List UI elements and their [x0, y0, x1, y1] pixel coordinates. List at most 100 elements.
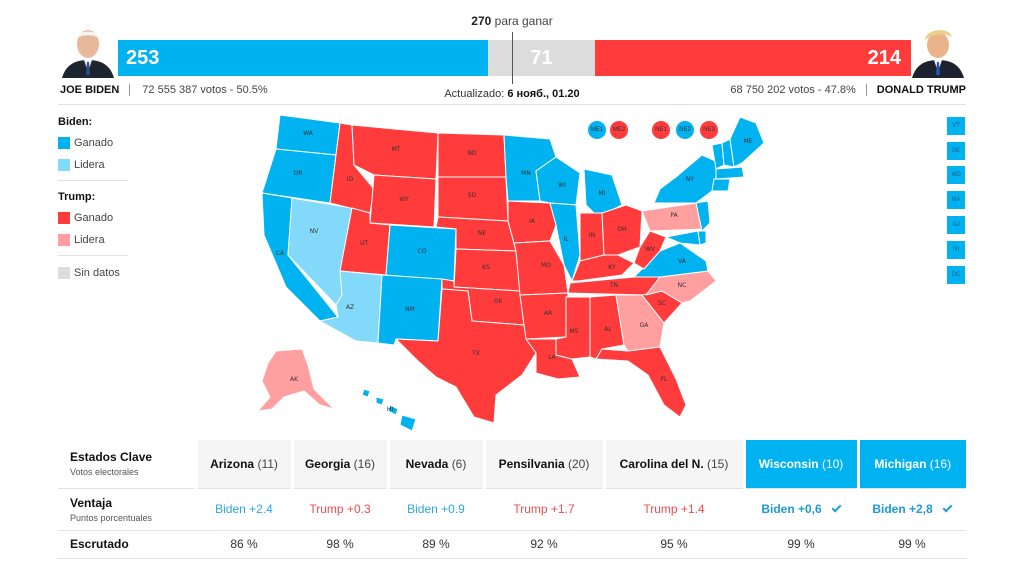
- legend-divider: [58, 255, 128, 256]
- state-label-ia: IA: [529, 218, 536, 225]
- state-label-sd: SD: [468, 192, 477, 199]
- trump-summary: 68 750 202 votos - 47.8% DONALD TRUMP: [730, 84, 966, 96]
- state-MA[interactable]: [715, 166, 745, 180]
- us-electoral-map: WA OR CA NV AZ ID MT WY UT CO NM ND SD NE KS OK TX MN IA MO…: [250, 105, 770, 435]
- state-label-in: IN: [589, 232, 595, 239]
- state-label-fl: FL: [661, 376, 668, 383]
- state-label-mi: MI: [599, 190, 606, 197]
- state-label-sc: SC: [658, 300, 666, 307]
- state-ME[interactable]: [729, 116, 765, 168]
- state-WY[interactable]: [369, 174, 437, 228]
- key-state-counted: 89 %: [388, 530, 484, 559]
- map-of-usa-icon: WA OR CA NV AZ ID MT WY UT CO NM ND SD NE KS OK TX MN IA MO…: [257, 114, 765, 432]
- updated-timestamp: Actualizado: 6 нояб., 01.20: [0, 88, 1024, 100]
- key-state-3[interactable]: Pensilvania (20): [482, 440, 604, 489]
- state-label-co: CO: [418, 248, 427, 255]
- key-state-0[interactable]: Arizona (11): [194, 440, 292, 489]
- key-states-header: Estados Clave Votos electorales: [58, 440, 196, 489]
- biden-electoral-bar: 253: [118, 40, 488, 76]
- state-NY[interactable]: [653, 154, 721, 204]
- state-SD[interactable]: [437, 176, 509, 222]
- state-label-wv: WV: [645, 246, 656, 253]
- small-state-ri[interactable]: RI: [947, 241, 965, 259]
- key-state-ev: (16): [929, 456, 952, 471]
- trump-electoral-bar: 214: [595, 40, 911, 76]
- state-label-ny: NY: [686, 176, 694, 183]
- key-state-advantage: Biden +2,8: [858, 488, 966, 531]
- trump-name: DONALD TRUMP: [865, 84, 966, 96]
- state-MD[interactable]: [665, 230, 701, 246]
- key-state-1[interactable]: Georgia (16): [290, 440, 388, 489]
- trump-popular-votes: 68 750 202 votos - 47.8%: [730, 84, 856, 96]
- state-label-ak: AK: [290, 376, 299, 383]
- legend-swatch: [58, 212, 70, 224]
- key-state-5[interactable]: Wisconsin (10): [742, 440, 858, 489]
- state-label-nv: NV: [310, 228, 319, 235]
- state-label-ok: OK: [494, 298, 504, 305]
- district-ne1[interactable]: NE1: [652, 121, 670, 139]
- key-state-name: Arizona: [210, 456, 255, 471]
- small-state-md[interactable]: MD: [947, 166, 965, 184]
- counted-value: 98 %: [326, 537, 354, 551]
- key-state-advantage: Trump +1.7: [484, 488, 604, 531]
- state-AR[interactable]: [519, 292, 569, 340]
- key-state-counted: 99 %: [858, 530, 966, 559]
- counted-header: Escrutado: [58, 530, 196, 559]
- nodata-electoral-bar: 71: [488, 40, 595, 76]
- state-label-ga: GA: [640, 322, 650, 329]
- state-label-hi: HI: [387, 406, 394, 413]
- key-state-6[interactable]: Michigan (16): [856, 440, 966, 489]
- legend-trump-leading: Lidera: [58, 233, 128, 247]
- state-NJ[interactable]: [695, 200, 711, 232]
- legend-label: Ganado: [74, 212, 114, 224]
- district-me1[interactable]: ME1: [588, 121, 606, 139]
- state-KY[interactable]: [571, 254, 635, 282]
- to-win-text: para ganar: [494, 14, 553, 28]
- small-state-nj[interactable]: NJ: [947, 216, 965, 234]
- state-AK[interactable]: [257, 348, 335, 412]
- state-label-va: VA: [678, 258, 687, 265]
- key-state-ev: (11): [257, 456, 278, 471]
- state-label-la: LA: [548, 354, 556, 361]
- state-label-pa: PA: [670, 212, 678, 219]
- key-state-4[interactable]: Carolina del N. (15): [602, 440, 744, 489]
- state-label-nc: NC: [678, 282, 687, 289]
- legend-swatch: [58, 234, 70, 246]
- small-state-vt[interactable]: VT: [947, 117, 965, 135]
- small-state-de[interactable]: DE: [947, 142, 965, 160]
- key-state-name: Nevada: [405, 456, 449, 471]
- legend-biden-won: Ganado: [58, 136, 128, 150]
- counted-value: 86 %: [230, 537, 258, 551]
- biden-popular-votes: 72 555 387 votos - 50.5%: [142, 84, 268, 96]
- state-label-wa: WA: [303, 130, 314, 137]
- advantage-title: Ventaja: [70, 495, 113, 510]
- state-DE[interactable]: [697, 230, 707, 246]
- district-me2[interactable]: ME2: [610, 121, 628, 139]
- legend-swatch: [58, 267, 70, 279]
- state-HI[interactable]: [361, 388, 417, 432]
- counted-value: 89 %: [422, 537, 450, 551]
- state-label-ms: MS: [570, 328, 579, 335]
- state-label-ut: UT: [360, 240, 368, 247]
- district-ne2[interactable]: NE2: [676, 121, 694, 139]
- key-state-name: Michigan: [874, 456, 927, 471]
- state-TX[interactable]: [395, 288, 537, 424]
- state-label-ky: KY: [608, 264, 616, 271]
- state-label-or: OR: [294, 170, 303, 177]
- legend-biden-leading: Lidera: [58, 158, 128, 172]
- small-state-dc[interactable]: DC: [947, 266, 965, 284]
- small-state-ma[interactable]: MA: [947, 191, 965, 209]
- check-icon: [942, 502, 953, 513]
- advantage-value: Biden +0,6: [761, 502, 822, 516]
- counted-value: 99 %: [787, 537, 815, 551]
- district-ne3[interactable]: NE3: [700, 121, 718, 139]
- key-states-title: Estados Clave: [70, 450, 153, 465]
- biden-summary: JOE BIDEN 72 555 387 votos - 50.5%: [60, 84, 268, 96]
- state-CT[interactable]: [711, 178, 731, 192]
- state-FL[interactable]: [595, 346, 687, 418]
- key-state-counted: 99 %: [744, 530, 858, 559]
- updated-value: 6 нояб., 01.20: [507, 88, 580, 100]
- key-state-name: Pensilvania: [498, 456, 565, 471]
- state-label-ks: KS: [482, 264, 490, 271]
- key-state-2[interactable]: Nevada (6): [386, 440, 484, 489]
